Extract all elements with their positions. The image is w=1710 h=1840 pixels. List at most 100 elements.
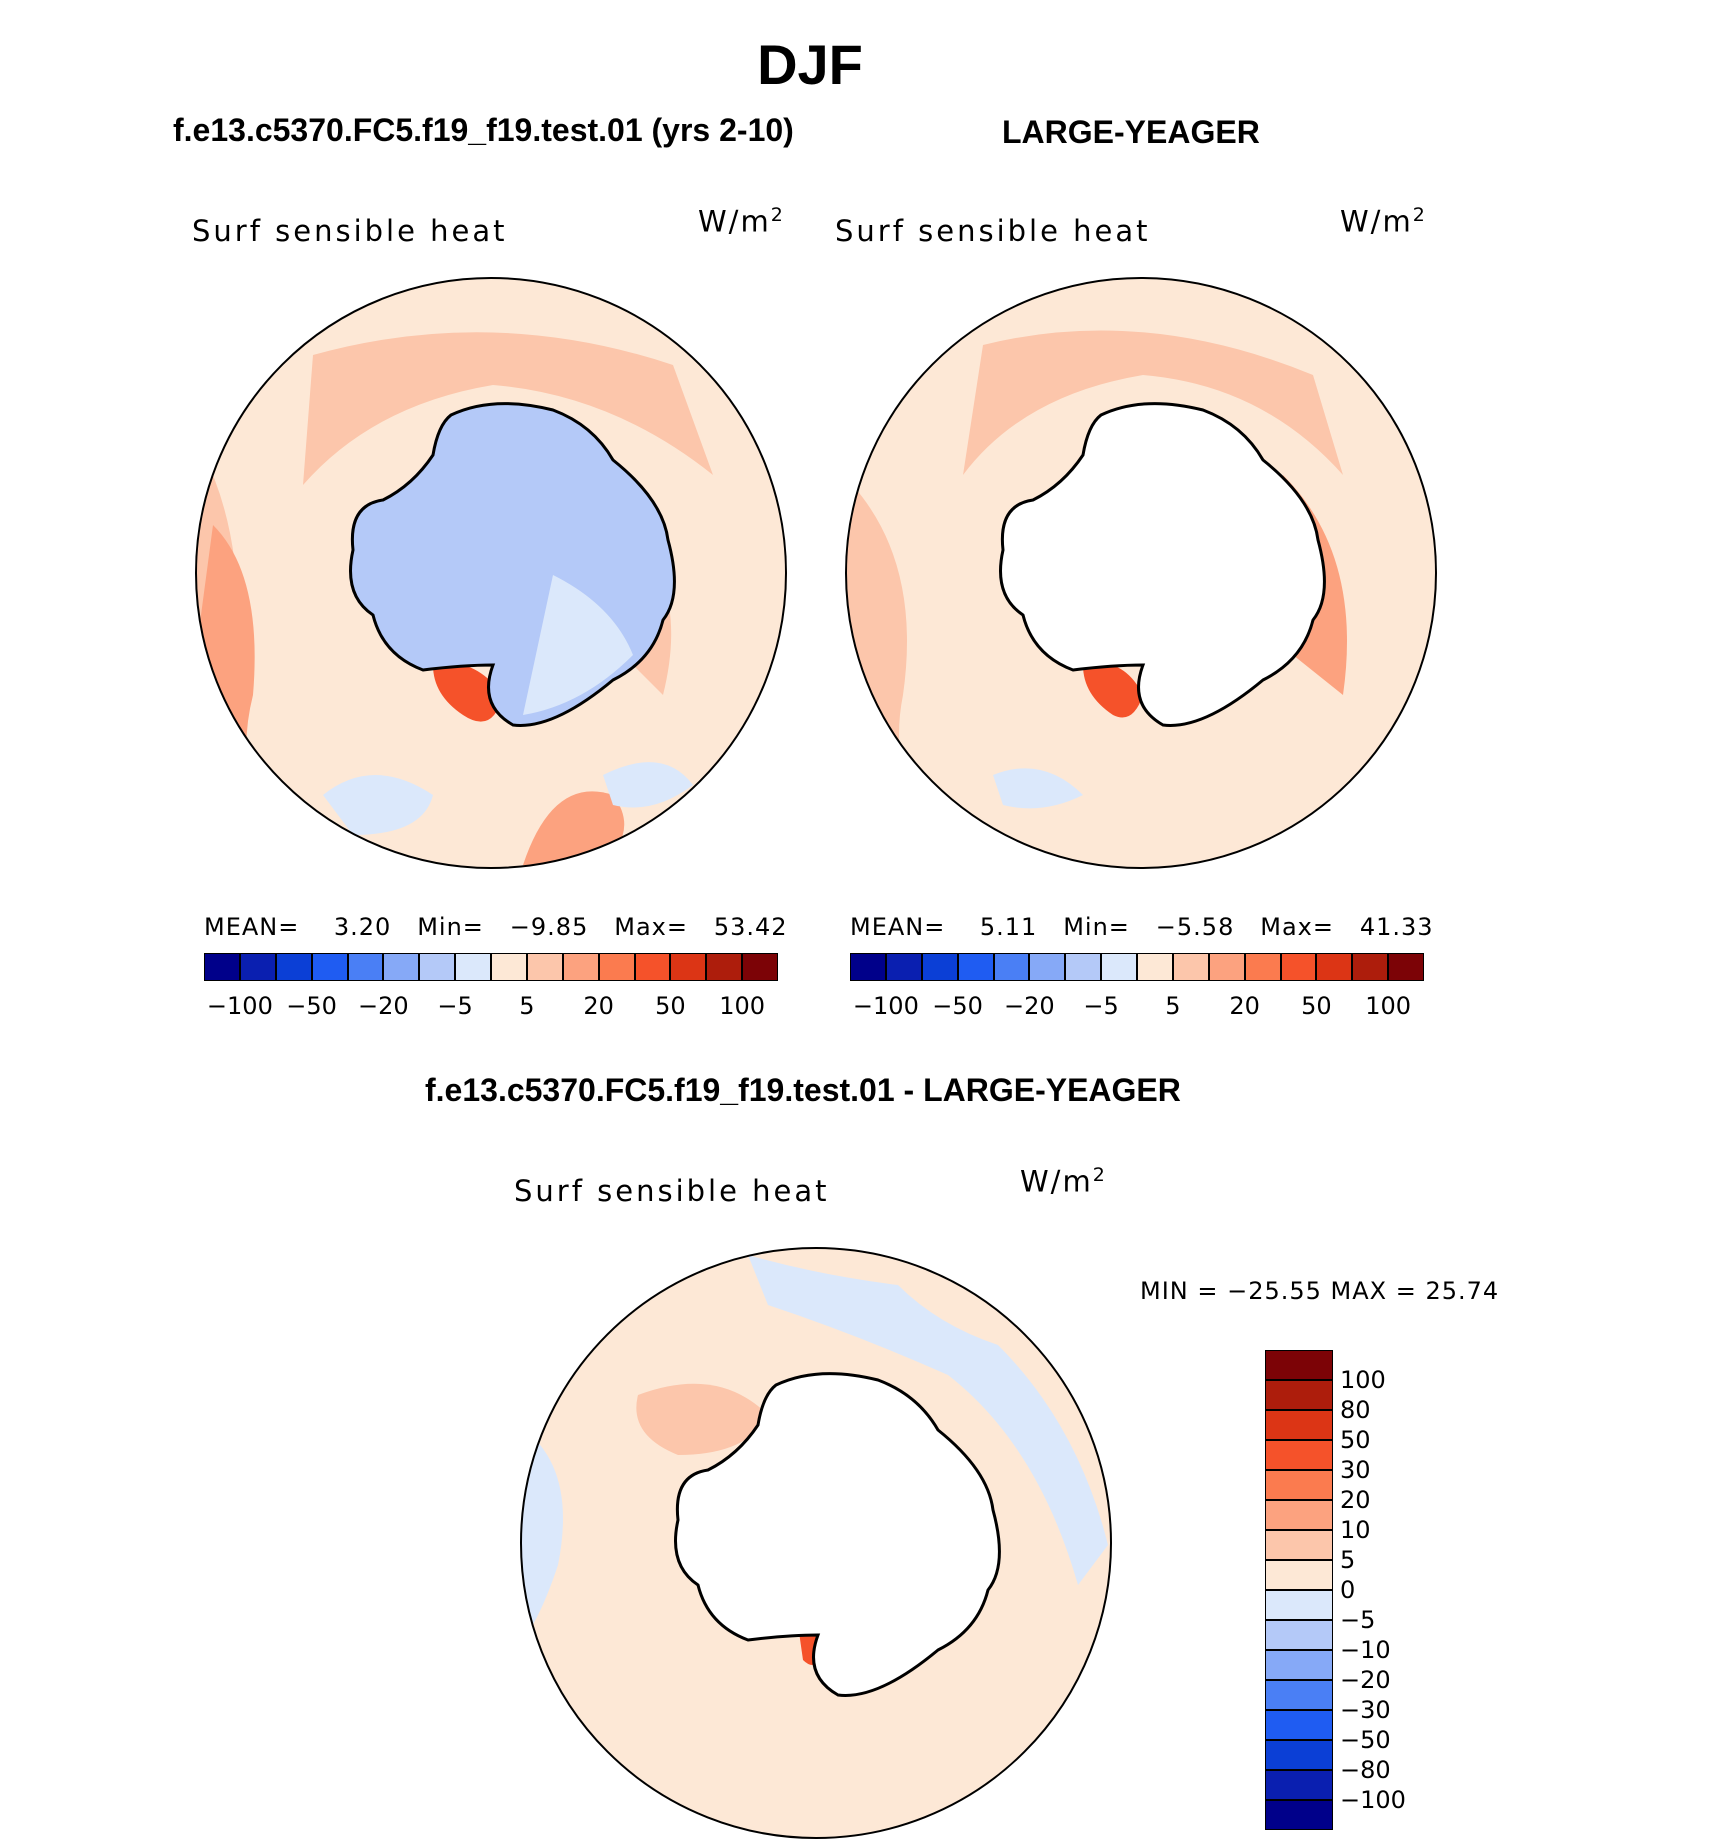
colorbar-swatch <box>706 953 743 981</box>
colorbar-tick-label: 100 <box>1340 1366 1386 1394</box>
cool-patch-southeast <box>603 762 693 808</box>
colorbar-tick-label: −20 <box>358 992 409 1020</box>
colorbar-swatch <box>1316 953 1353 981</box>
diff-colorbar-ticks: 100 80 50 30 20 10 5 0 −5 −10 −20 −30 −50 −80 −100 <box>1340 1350 1420 1830</box>
colorbar-swatch <box>1172 953 1209 981</box>
test-colorbar <box>204 953 778 981</box>
colorbar-swatch <box>670 953 707 981</box>
colorbar-tick-label: 5 <box>1340 1546 1356 1574</box>
colorbar-tick-label: 50 <box>1340 1426 1371 1454</box>
test-polar-map <box>195 277 787 869</box>
diff-minmax: MIN = −25.55 MAX = 25.74 <box>1140 1277 1500 1305</box>
colorbar-swatch <box>993 953 1030 981</box>
colorbar-swatch <box>1265 1620 1333 1650</box>
colorbar-swatch <box>1265 1530 1333 1560</box>
diff-colorbar <box>1265 1350 1333 1830</box>
colorbar-swatch <box>1265 1800 1333 1830</box>
obs-units: W/m2 <box>1340 204 1427 239</box>
warm-peak <box>1083 663 1143 718</box>
cool-patch-south <box>323 775 433 835</box>
colorbar-swatch <box>311 953 348 981</box>
map-border <box>845 277 1437 869</box>
colorbar-tick-label: −20 <box>1340 1666 1391 1694</box>
colorbar-tick-label: −5 <box>1340 1606 1376 1634</box>
obs-variable-label: Surf sensible heat <box>835 214 1151 248</box>
colorbar-swatch <box>1265 1590 1333 1620</box>
colorbar-swatch <box>347 953 384 981</box>
colorbar-tick-label: −5 <box>1083 992 1119 1020</box>
colorbar-swatch <box>1101 953 1137 981</box>
colorbar-tick-label: 20 <box>1229 992 1260 1020</box>
cool-band-east <box>748 1255 1108 1585</box>
colorbar-swatch <box>1208 953 1245 981</box>
obs-colorbar-ticks: −100 −50 −20 −5 5 20 50 100 <box>850 992 1424 1022</box>
colorbar-swatch <box>1265 1560 1333 1590</box>
colorbar-swatch <box>1265 1380 1333 1410</box>
colorbar-tick-label: −100 <box>852 992 919 1020</box>
warm-band-north <box>963 330 1343 475</box>
colorbar-swatch <box>957 953 994 981</box>
colorbar-swatch <box>1352 953 1389 981</box>
colorbar-tick-label: 20 <box>583 992 614 1020</box>
colorbar-tick-label: 5 <box>519 992 535 1020</box>
colorbar-swatch <box>1265 1680 1333 1710</box>
warm-peak <box>433 663 503 722</box>
colorbar-swatch <box>1265 1740 1333 1770</box>
warm-band-north <box>303 332 713 485</box>
diff-units: W/m2 <box>1020 1164 1107 1199</box>
season-title: DJF <box>757 33 863 96</box>
colorbar-swatch <box>1265 1470 1333 1500</box>
colorbar-tick-label: 20 <box>1340 1486 1371 1514</box>
colorbar-swatch <box>742 953 778 981</box>
colorbar-swatch <box>491 953 527 981</box>
colorbar-tick-label: 0 <box>1340 1576 1356 1604</box>
colorbar-tick-label: 30 <box>1340 1456 1371 1484</box>
colorbar-swatch <box>921 953 958 981</box>
colorbar-swatch <box>419 953 456 981</box>
colorbar-tick-label: 80 <box>1340 1396 1371 1424</box>
test-variable-label: Surf sensible heat <box>192 214 508 248</box>
colorbar-tick-label: −100 <box>1340 1786 1406 1814</box>
colorbar-tick-label: 5 <box>1165 992 1181 1020</box>
colorbar-swatch <box>239 953 276 981</box>
diff-polar-map <box>520 1247 1112 1839</box>
colorbar-tick-label: −80 <box>1340 1756 1391 1784</box>
colorbar-tick-label: 50 <box>1301 992 1332 1020</box>
colorbar-tick-label: 100 <box>719 992 766 1020</box>
warm-core-west <box>196 525 273 835</box>
colorbar-swatch <box>1265 1650 1333 1680</box>
colorbar-swatch <box>1065 953 1102 981</box>
warm-patch-north <box>636 1383 768 1455</box>
colorbar-swatch <box>1244 953 1281 981</box>
colorbar-tick-label: −30 <box>1340 1696 1391 1724</box>
test-colorbar-ticks: −100 −50 −20 −5 5 20 50 100 <box>204 992 778 1022</box>
colorbar-swatch <box>1265 1770 1333 1800</box>
obs-polar-map <box>845 277 1437 869</box>
map-border <box>195 277 787 869</box>
cool-band-west <box>521 1425 563 1645</box>
colorbar-swatch <box>383 953 420 981</box>
antarctica-land <box>999 402 1326 727</box>
colorbar-swatch <box>1280 953 1317 981</box>
colorbar-tick-label: 10 <box>1340 1516 1371 1544</box>
map-border <box>520 1247 1112 1839</box>
colorbar-swatch <box>1265 1710 1333 1740</box>
test-panel-title: f.e13.c5370.FC5.f19_f19.test.01 (yrs 2-1… <box>173 112 794 148</box>
colorbar-swatch <box>1388 953 1424 981</box>
colorbar-tick-label: 100 <box>1365 992 1412 1020</box>
colorbar-swatch <box>850 953 886 981</box>
colorbar-swatch <box>1265 1440 1333 1470</box>
colorbar-swatch <box>634 953 671 981</box>
colorbar-swatch <box>455 953 491 981</box>
colorbar-swatch <box>275 953 312 981</box>
colorbar-tick-label: −5 <box>437 992 473 1020</box>
colorbar-tick-label: −10 <box>1340 1636 1391 1664</box>
east-antarctica-cool <box>523 575 633 715</box>
test-units: W/m2 <box>698 204 785 239</box>
diff-variable-label: Surf sensible heat <box>514 1174 830 1208</box>
colorbar-swatch <box>1137 953 1173 981</box>
colorbar-tick-label: −100 <box>206 992 273 1020</box>
colorbar-tick-label: −50 <box>1340 1726 1391 1754</box>
colorbar-swatch <box>204 953 240 981</box>
colorbar-swatch <box>526 953 563 981</box>
